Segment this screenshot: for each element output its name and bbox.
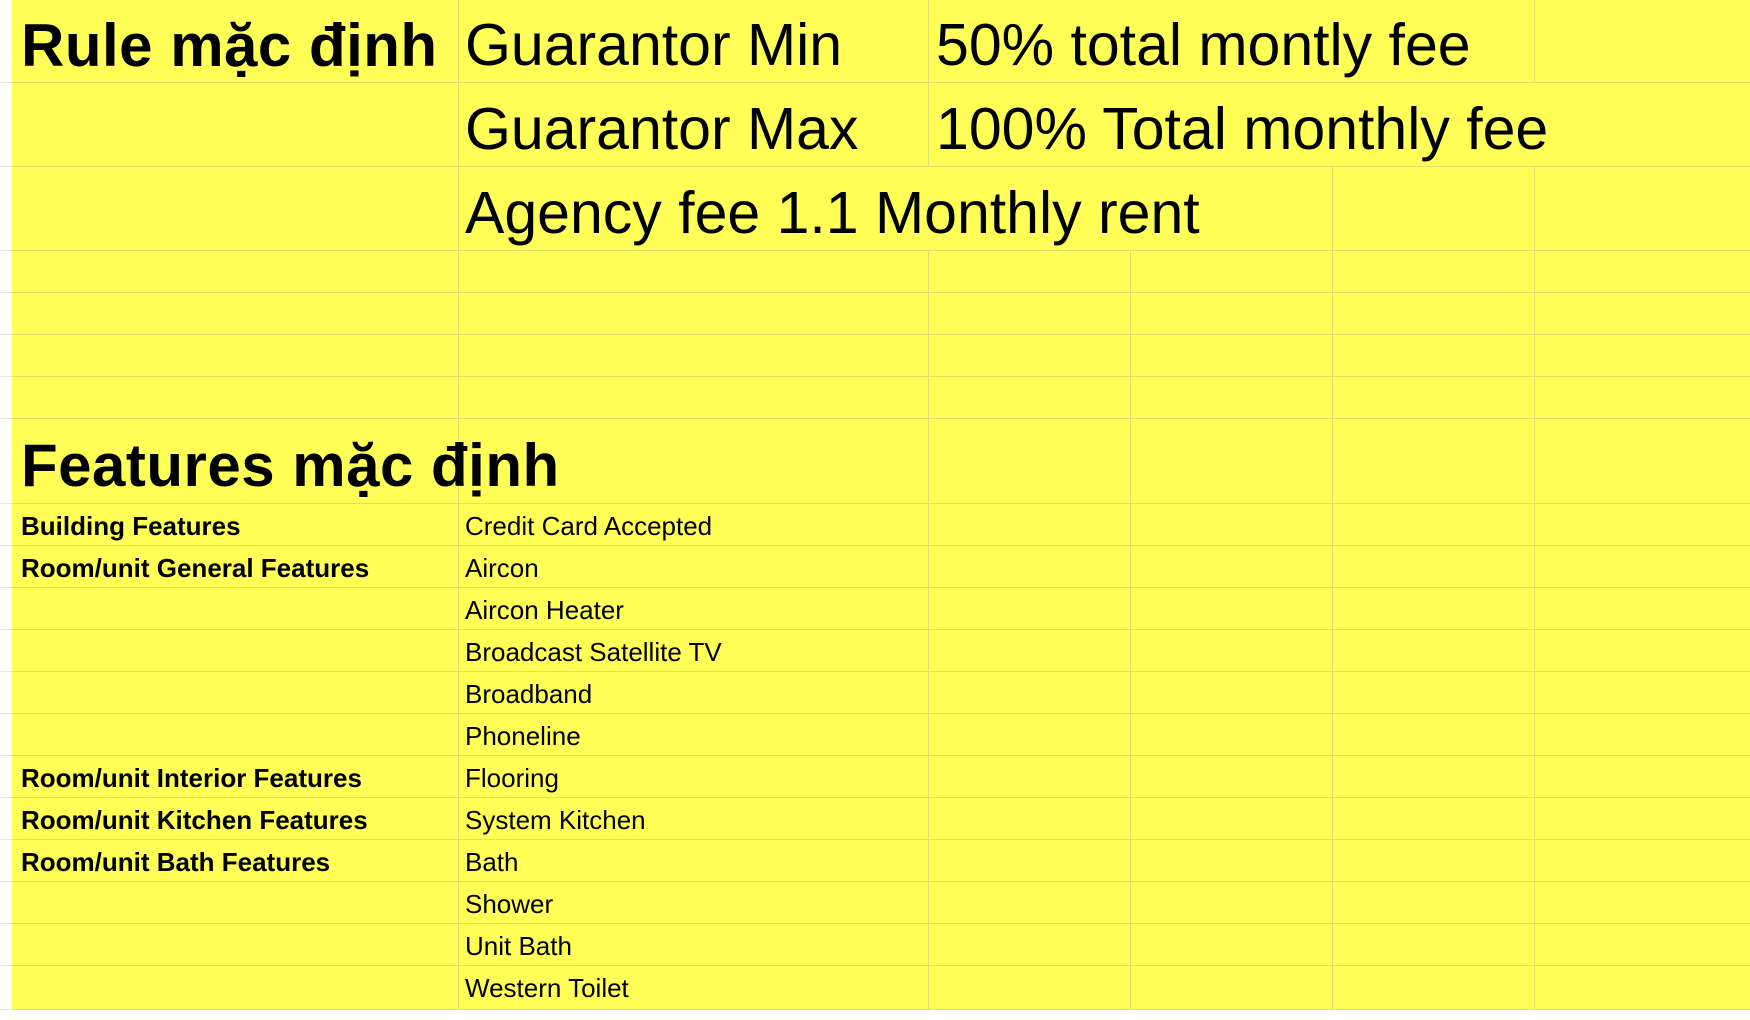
gutter-line <box>0 292 12 293</box>
grid-line <box>12 292 1750 293</box>
guarantor-max-value: 100% Total monthly fee <box>936 96 1549 162</box>
gutter-line <box>0 881 12 882</box>
grid-line <box>12 839 1750 840</box>
gutter-line <box>0 587 12 588</box>
gutter-line <box>0 923 12 924</box>
gutter-line <box>0 376 12 377</box>
gutter-line <box>0 629 12 630</box>
grid-line <box>12 713 1750 714</box>
grid-line <box>12 629 1750 630</box>
grid-line <box>12 881 1750 882</box>
grid-line <box>12 82 1750 83</box>
gutter-line <box>0 418 12 419</box>
features-heading: Features mặc định <box>21 432 560 499</box>
grid-line <box>12 671 1750 672</box>
grid-line <box>12 1009 1750 1010</box>
feature-item: Broadcast Satellite TV <box>465 637 722 667</box>
sheet-bottom-band <box>0 1010 1750 1020</box>
gutter-line <box>0 755 12 756</box>
gutter-line <box>0 839 12 840</box>
feature-category: Room/unit Bath Features <box>21 847 331 877</box>
feature-item: Western Toilet <box>465 973 629 1003</box>
gutter-line <box>0 965 12 966</box>
gutter-line <box>0 166 12 167</box>
gutter-line <box>0 250 12 251</box>
gutter-line <box>0 1009 12 1010</box>
cell-grid: Rule mặc định Guarantor Min 50% total mo… <box>12 0 1750 1010</box>
grid-line <box>12 545 1750 546</box>
gutter-line <box>0 545 12 546</box>
grid-line <box>1130 250 1131 1010</box>
gutter-line <box>0 671 12 672</box>
feature-item: Credit Card Accepted <box>465 511 713 541</box>
grid-line <box>12 166 1750 167</box>
feature-item: Aircon Heater <box>465 595 624 625</box>
gutter-line <box>0 503 12 504</box>
grid-line <box>1332 166 1333 1010</box>
grid-line <box>12 755 1750 756</box>
grid-line <box>928 250 929 1010</box>
feature-item: Phoneline <box>465 721 581 751</box>
grid-line <box>1534 166 1535 1010</box>
feature-category: Room/unit Kitchen Features <box>21 805 368 835</box>
grid-line <box>12 797 1750 798</box>
feature-item: Unit Bath <box>465 931 572 961</box>
grid-line <box>12 923 1750 924</box>
guarantor-max-label: Guarantor Max <box>465 96 859 162</box>
grid-line <box>12 250 1750 251</box>
grid-line <box>12 965 1750 966</box>
agency-fee-cell: Agency fee 1.1 Monthly rent <box>465 180 1200 246</box>
grid-line <box>458 0 459 1010</box>
feature-item: System Kitchen <box>465 805 646 835</box>
gutter-line <box>0 334 12 335</box>
grid-line <box>12 418 1750 419</box>
feature-item: Aircon <box>465 553 539 583</box>
row-gutter <box>0 0 12 1010</box>
grid-line <box>1534 0 1535 82</box>
gutter-line <box>0 797 12 798</box>
feature-item: Flooring <box>465 763 559 793</box>
grid-line <box>12 334 1750 335</box>
gutter-line <box>0 82 12 83</box>
rule-heading: Rule mặc định <box>21 12 438 79</box>
grid-line <box>12 503 1750 504</box>
feature-category: Building Features <box>21 511 241 541</box>
feature-item: Bath <box>465 847 519 877</box>
feature-item: Shower <box>465 889 554 919</box>
guarantor-min-label: Guarantor Min <box>465 12 843 78</box>
grid-line <box>12 587 1750 588</box>
gutter-line <box>0 713 12 714</box>
feature-category: Room/unit Interior Features <box>21 763 362 793</box>
grid-line <box>928 0 929 166</box>
feature-category: Room/unit General Features <box>21 553 370 583</box>
guarantor-min-value: 50% total montly fee <box>936 12 1471 78</box>
feature-item: Broadband <box>465 679 593 709</box>
grid-line <box>12 376 1750 377</box>
